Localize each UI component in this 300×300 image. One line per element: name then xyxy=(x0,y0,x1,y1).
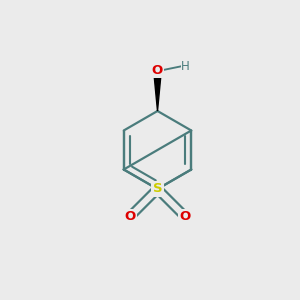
Text: O: O xyxy=(152,64,163,76)
Text: S: S xyxy=(153,182,162,196)
Polygon shape xyxy=(154,70,161,111)
Text: O: O xyxy=(179,210,190,223)
Text: H: H xyxy=(181,60,190,73)
Text: O: O xyxy=(124,210,136,223)
